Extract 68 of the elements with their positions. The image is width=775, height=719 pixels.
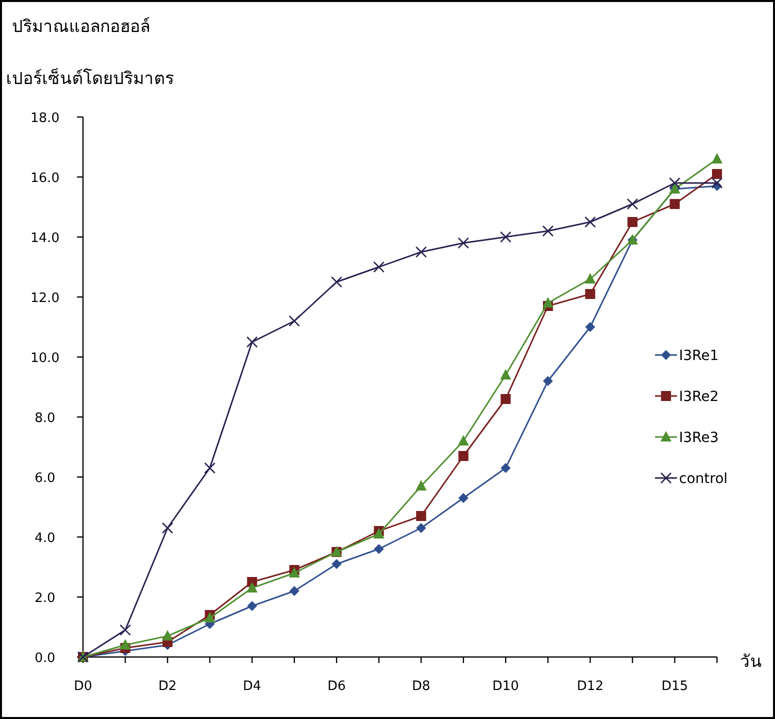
y-tick-label: 4.0 [34,531,56,546]
x-tick-label: D2 [158,679,177,694]
point [288,567,300,578]
point [204,612,216,622]
point [458,435,469,446]
point [712,169,722,179]
point [500,231,512,243]
y-tick-label: 8.0 [34,411,56,426]
point [374,544,384,554]
y-tick-label: 12.0 [30,291,60,306]
point [416,511,426,521]
y-tick-label: 18.0 [30,111,60,126]
legend-label: I3Re2 [679,389,719,405]
point [712,153,722,164]
x-tick-label: D6 [327,679,346,694]
point [416,523,426,533]
point [289,586,300,596]
y-tick-label: 16.0 [30,171,60,186]
point [458,237,470,249]
point [246,582,258,592]
point [500,394,511,404]
point [288,315,300,327]
point [330,276,342,288]
y-tick-label: 14.0 [30,231,60,246]
point [711,177,723,189]
legend-label: I3Re1 [679,348,719,364]
point [120,639,131,650]
point [458,451,468,461]
point [332,559,342,569]
point [204,462,216,474]
point [542,376,553,386]
point [670,199,680,209]
y-tick-label: 10.0 [30,351,60,366]
y-tick-label: 6.0 [34,471,56,486]
point [246,336,258,348]
point [669,177,680,189]
point [500,369,512,380]
point [373,528,384,538]
point [458,493,468,503]
x-tick-label: D4 [242,679,262,694]
point [584,216,596,228]
x-tick-label: D8 [412,679,430,694]
point [162,630,174,640]
x-axis-title: วัน [740,652,762,672]
x-tick-label: D0 [74,679,92,694]
point [162,522,174,534]
legend-label: I3Re3 [679,430,719,446]
point [585,289,596,299]
point [542,225,554,237]
point [415,246,427,258]
x-tick-label: D10 [492,679,519,694]
point [626,198,638,210]
y-axis-title: เปอร์เซ็นต์โดยปริมาตร [6,67,174,89]
point [542,297,554,308]
x-tick-label: D15 [661,679,688,694]
point [500,463,511,473]
y-tick-label: 0.0 [34,651,56,666]
legend-label: control [679,471,728,487]
point [627,217,638,227]
point [120,624,131,636]
chart-title: ปริมาณแอลกอฮอล์ [12,17,150,37]
x-tick-label: D12 [576,679,604,694]
point [247,601,258,611]
point [416,480,427,490]
point [584,273,596,284]
y-tick-label: 2.0 [34,591,56,606]
point [585,322,596,332]
point [373,261,385,273]
